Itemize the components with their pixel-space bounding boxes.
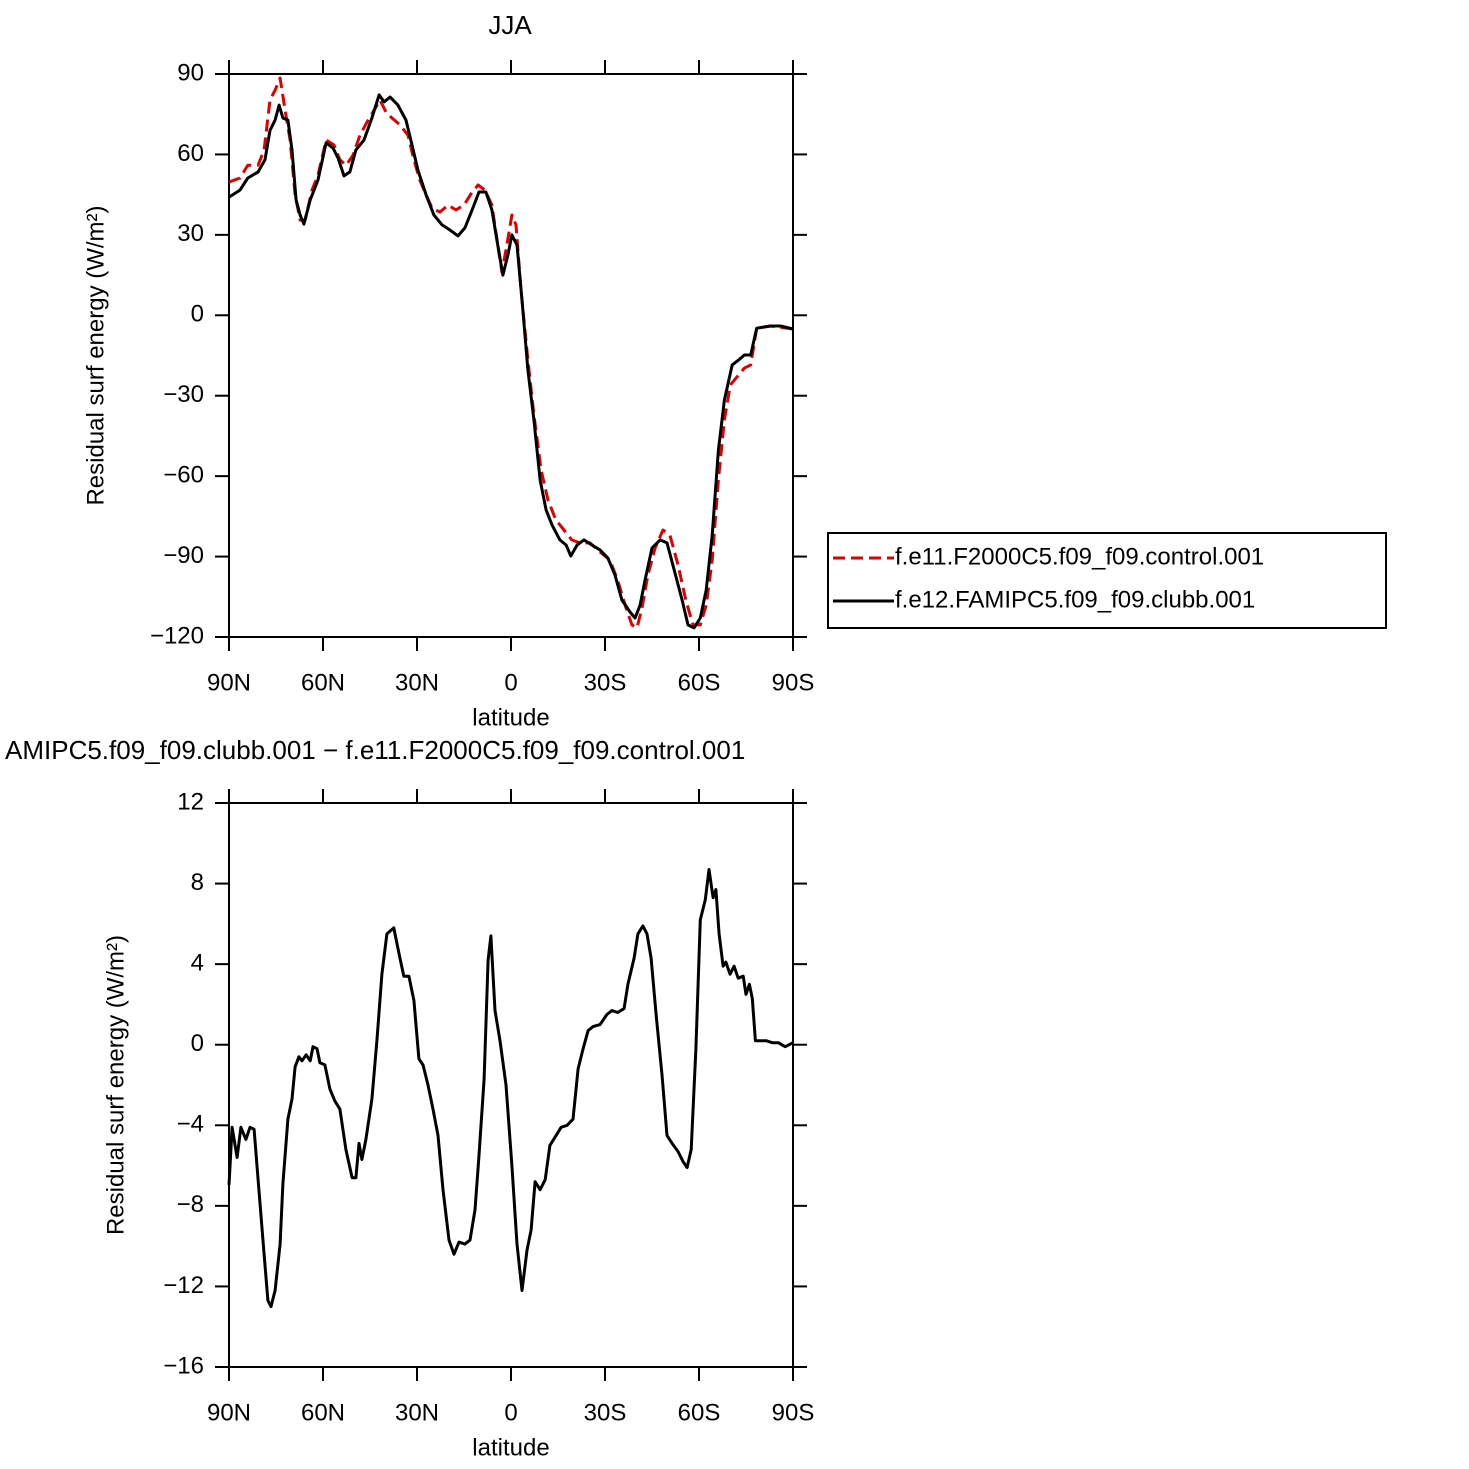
data-line: [228, 93, 794, 630]
x-tick-label: 30S: [584, 669, 627, 696]
x-tick-label: 90S: [772, 1399, 815, 1426]
plot-frame: [228, 802, 794, 1368]
y-tick-label: −30: [163, 381, 204, 408]
data-line: [227, 868, 794, 1309]
y-tick-label: 12: [177, 788, 204, 815]
x-axis-label: latitude: [472, 1434, 549, 1461]
y-tick-label: −8: [177, 1191, 204, 1218]
legend-label: f.e11.F2000C5.f09_f09.control.001: [895, 543, 1264, 570]
legend-label: f.e12.FAMIPC5.f09_f09.clubb.001: [895, 586, 1255, 613]
x-tick-label: 30N: [395, 669, 439, 696]
x-axis-label: latitude: [472, 704, 549, 731]
y-tick-label: −4: [177, 1111, 204, 1138]
y-tick-label: −90: [163, 542, 204, 569]
plot-frame: [228, 73, 794, 638]
y-tick-label: 60: [177, 140, 204, 167]
y-tick-label: −120: [150, 622, 204, 649]
x-tick-label: 0: [504, 1399, 517, 1426]
x-tick-label: 90S: [772, 669, 815, 696]
x-tick-label: 30N: [395, 1399, 439, 1426]
y-tick-label: 4: [191, 949, 204, 976]
y-tick-label: 0: [191, 301, 204, 328]
y-axis-label: Residual surf energy (W/m²): [82, 205, 109, 505]
x-tick-label: 60N: [301, 669, 345, 696]
y-tick-label: −60: [163, 461, 204, 488]
x-tick-label: 0: [504, 669, 517, 696]
x-tick-label: 90N: [207, 669, 251, 696]
x-tick-label: 30S: [584, 1399, 627, 1426]
y-tick-label: 30: [177, 220, 204, 247]
y-tick-label: −16: [163, 1352, 204, 1379]
chart-title: JJA: [488, 10, 532, 40]
y-axis-label: Residual surf energy (W/m²): [102, 935, 129, 1235]
y-tick-label: 8: [191, 869, 204, 896]
x-tick-label: 60S: [678, 669, 721, 696]
x-tick-label: 60S: [678, 1399, 721, 1426]
x-tick-label: 60N: [301, 1399, 345, 1426]
x-tick-label: 90N: [207, 1399, 251, 1426]
y-tick-label: 0: [191, 1030, 204, 1057]
y-tick-label: 90: [177, 59, 204, 86]
legend-box: [827, 532, 1387, 629]
data-line: [228, 76, 794, 630]
chart-title: AMIPC5.f09_f09.clubb.001 − f.e11.F2000C5…: [5, 735, 745, 765]
y-tick-label: −12: [163, 1272, 204, 1299]
